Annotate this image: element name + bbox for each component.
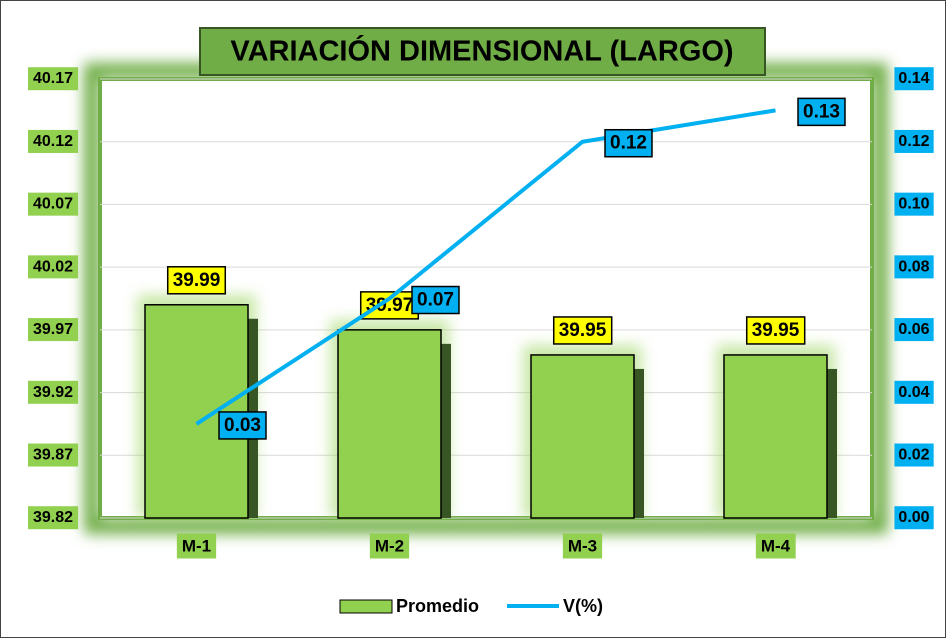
y2-tick-label: 0.14 <box>898 70 929 87</box>
y2-tick-label-box <box>894 506 934 530</box>
y-tick-label: 40.07 <box>33 196 73 213</box>
y-tick-label: 39.92 <box>33 384 73 401</box>
x-tick-label: M-4 <box>761 536 791 555</box>
y-tick-label: 39.87 <box>33 447 73 464</box>
y-tick-label: 40.02 <box>33 258 73 275</box>
bar-value-label-box <box>166 266 227 295</box>
legend-label: Promedio <box>396 596 479 616</box>
bar-value-label: 39.99 <box>173 270 221 291</box>
y2-tick-label: 0.00 <box>898 509 929 526</box>
legend-label: V(%) <box>563 596 603 616</box>
x-tick-label-box <box>176 533 217 559</box>
line-value-label-box <box>218 411 267 440</box>
y-tick-label: 39.82 <box>33 509 73 526</box>
y-tick-label: 40.17 <box>33 70 73 87</box>
y2-tick-label-box <box>894 192 934 216</box>
chart-title: VARIACIÓN DIMENSIONAL (LARGO) <box>230 34 733 68</box>
bar-value-label: 39.95 <box>559 320 607 341</box>
y2-tick-label: 0.02 <box>898 447 929 464</box>
y-tick-label: 40.12 <box>33 133 73 150</box>
bar <box>723 354 828 519</box>
y-tick-label-box <box>27 67 79 91</box>
bar-value-label-box <box>552 316 613 345</box>
bar-value-label: 39.97 <box>366 295 414 316</box>
y2-tick-label: 0.12 <box>898 133 929 150</box>
y2-tick-label-box <box>894 67 934 91</box>
line-value-label-box <box>797 97 846 127</box>
legend-swatch <box>339 599 393 614</box>
title-box <box>199 27 766 76</box>
line <box>195 108 776 426</box>
y-tick-label-box <box>27 443 79 467</box>
y-tick-label-box <box>27 255 79 279</box>
y-tick-label-box <box>27 506 79 530</box>
y2-tick-label: 0.06 <box>898 321 929 338</box>
bar <box>337 329 442 519</box>
line-value-label: 0.12 <box>610 133 647 154</box>
y2-tick-label-box <box>894 318 934 342</box>
y2-tick-label: 0.08 <box>898 258 929 275</box>
line-value-label-box <box>604 128 653 158</box>
y-tick-label: 39.97 <box>33 321 73 338</box>
line-value-label: 0.13 <box>803 101 840 122</box>
bar <box>530 354 635 519</box>
x-tick-label: M-1 <box>182 536 211 555</box>
y2-tick-label: 0.04 <box>898 384 929 401</box>
y-tick-label-box <box>27 192 79 216</box>
y-tick-label-box <box>27 380 79 404</box>
line-value-label: 0.07 <box>417 290 454 311</box>
y2-tick-label: 0.10 <box>898 196 929 213</box>
x-tick-label-box <box>755 533 796 559</box>
x-tick-label-box <box>369 533 410 559</box>
line-value-label: 0.03 <box>224 415 261 436</box>
bar-value-label-box <box>745 316 806 345</box>
y2-tick-label-box <box>894 129 934 153</box>
x-tick-label: M-2 <box>375 536 404 555</box>
y-tick-label-box <box>27 318 79 342</box>
y-tick-label-box <box>27 129 79 153</box>
y2-tick-label-box <box>894 443 934 467</box>
bar-value-label: 39.95 <box>752 320 800 341</box>
y2-tick-label-box <box>894 380 934 404</box>
line-value-label-box <box>411 285 460 315</box>
x-tick-label: M-3 <box>568 536 597 555</box>
y2-tick-label-box <box>894 255 934 279</box>
x-tick-label-box <box>562 533 603 559</box>
